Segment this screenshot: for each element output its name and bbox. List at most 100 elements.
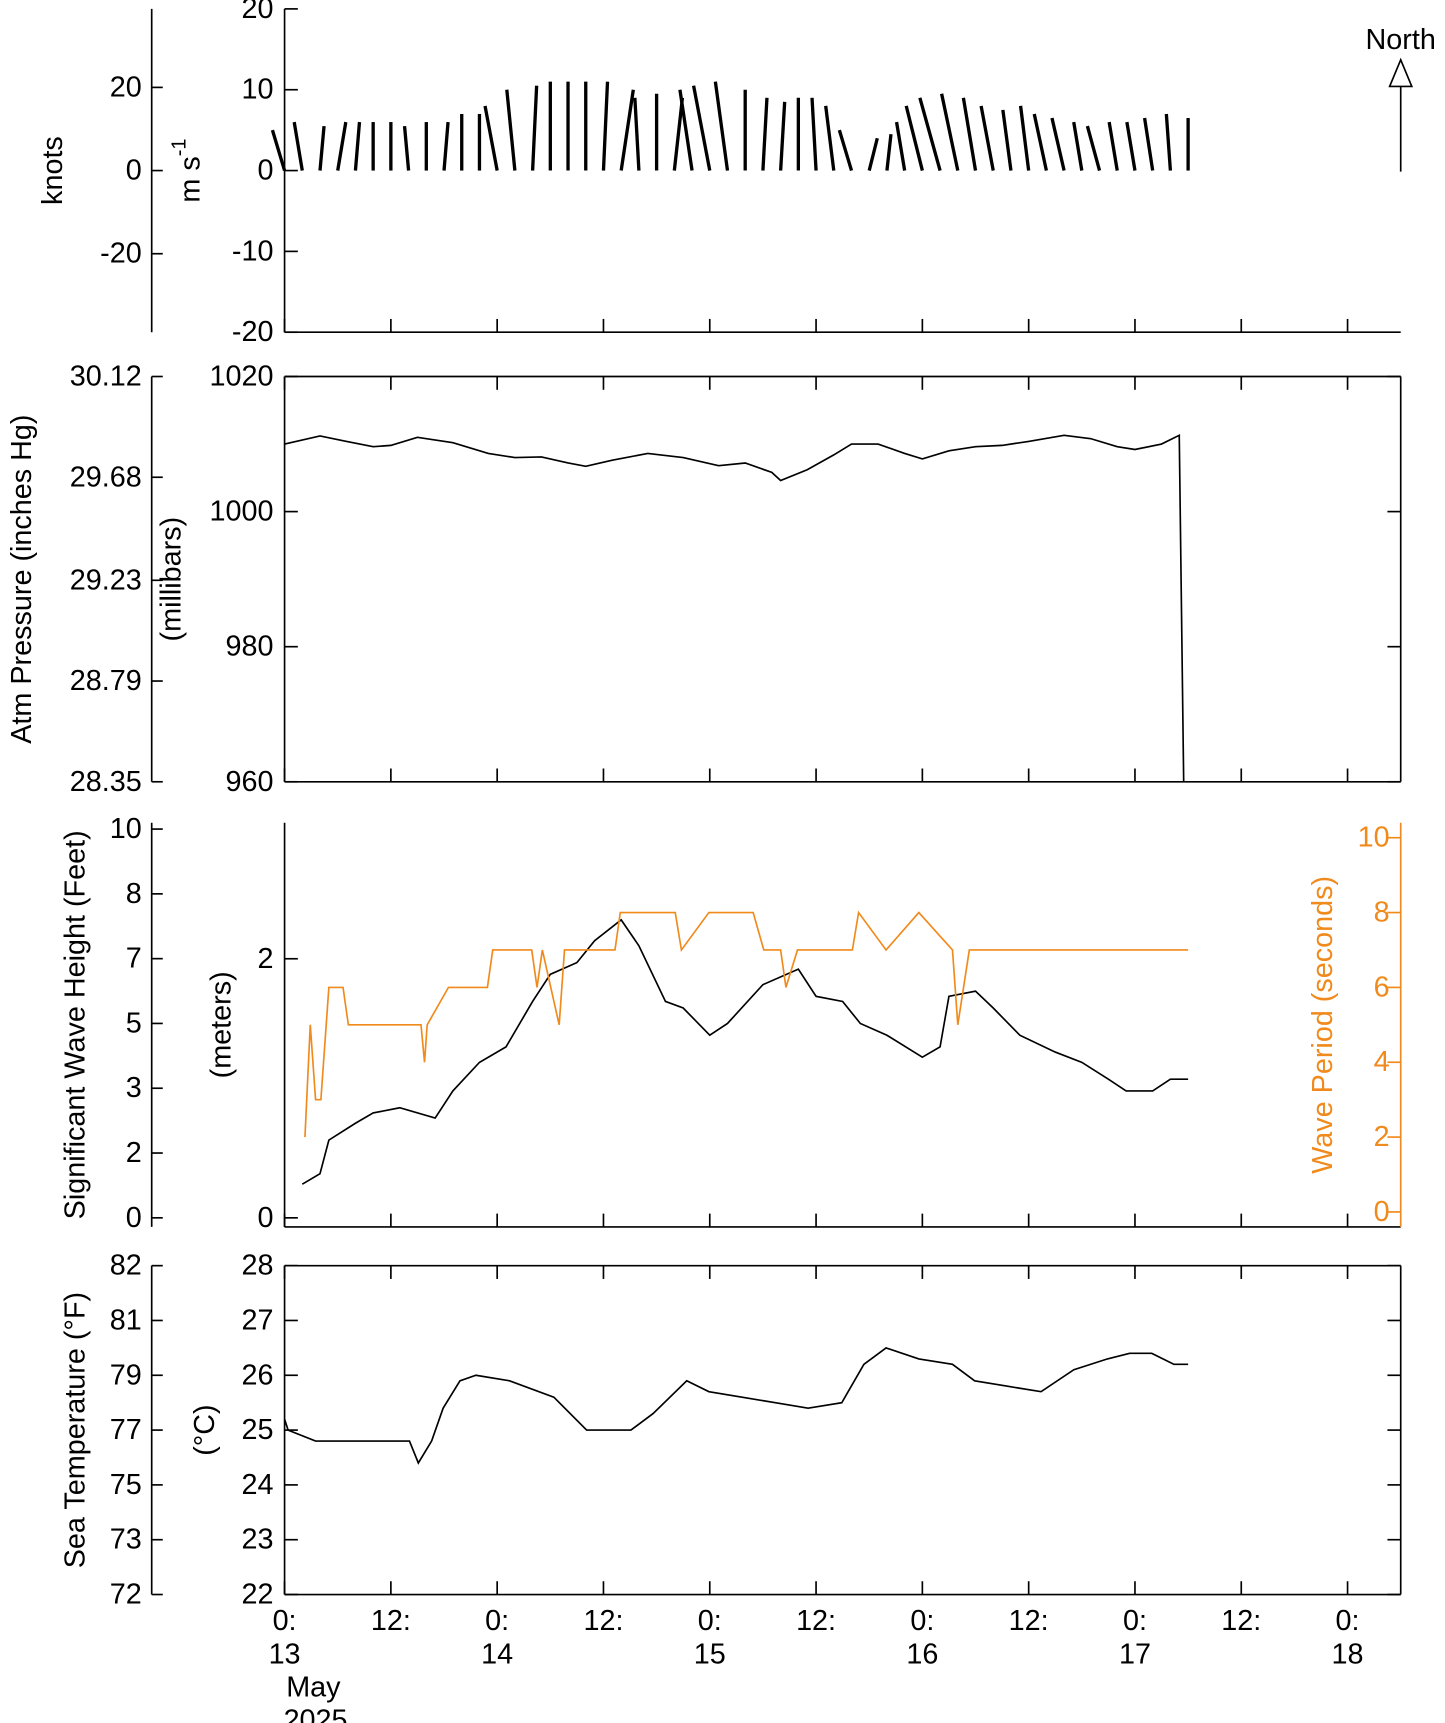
wind-stick	[1164, 113, 1173, 171]
y2-tick-label: 81	[110, 1304, 142, 1336]
y3-tick-label: 6	[1374, 971, 1390, 1003]
y-tick-label: 1020	[209, 361, 273, 393]
date-label: 17	[1119, 1638, 1151, 1670]
y2-tick-label: 3	[126, 1072, 142, 1104]
axis-title: (millibars)	[156, 517, 188, 642]
y2-tick-label: 28.35	[70, 766, 142, 798]
x-tick-label: 12:	[371, 1605, 411, 1637]
wind-stick	[1107, 121, 1119, 171]
wind-stick	[824, 105, 836, 171]
x-tick-label: 0:	[485, 1605, 509, 1637]
wind-stick	[810, 97, 818, 171]
date-label: 13	[269, 1638, 301, 1670]
y-tick-label: 980	[225, 631, 273, 663]
wind-stick	[633, 97, 641, 171]
wind-stick	[961, 97, 978, 171]
y2-tick-label: 0	[126, 1202, 142, 1234]
month-label: May	[286, 1672, 341, 1704]
wind-stick	[940, 93, 960, 171]
wind-stick	[1001, 109, 1013, 171]
date-label: 18	[1332, 1638, 1364, 1670]
y-tick-label: 20	[241, 0, 273, 25]
date-label: 14	[481, 1638, 513, 1670]
y2-tick-label: 5	[126, 1007, 142, 1039]
wind-stick	[867, 137, 879, 171]
date-label: 16	[906, 1638, 938, 1670]
y-tick-label: 0	[257, 1202, 273, 1234]
x-tick-label: 0:	[910, 1605, 934, 1637]
axis-title: Atm Pressure (inches Hg)	[6, 414, 38, 743]
y-tick-label: 2	[257, 943, 273, 975]
y2-tick-label: 73	[110, 1524, 142, 1556]
wind-stick	[619, 89, 635, 171]
y-tick-label: 23	[241, 1524, 273, 1556]
data-line	[304, 910, 1189, 1138]
wind-stick	[904, 105, 924, 171]
wind-stick	[1085, 125, 1102, 171]
x-tick-label: 0:	[1123, 1605, 1147, 1637]
north-label: North	[1366, 24, 1436, 56]
y2-tick-label: 0	[126, 155, 142, 187]
north-arrow-head	[1388, 57, 1414, 88]
y2-tick-label: 30.12	[70, 361, 142, 393]
wind-stick	[672, 97, 685, 171]
y3-tick-label: 10	[1358, 822, 1390, 854]
axis-title: Sea Temperature (°F)	[59, 1292, 91, 1568]
wind-stick	[1125, 121, 1137, 171]
y2-tick-label: 20	[110, 71, 142, 103]
y-tick-label: 25	[241, 1414, 273, 1446]
wind-stick	[505, 89, 517, 171]
y2-tick-label: 29.68	[70, 461, 142, 493]
x-tick-label: 12:	[796, 1605, 836, 1637]
x-tick-label: 12:	[1009, 1605, 1049, 1637]
wind-stick	[713, 81, 730, 171]
wind-stick	[1018, 105, 1031, 171]
y2-tick-label: 29.23	[70, 564, 142, 596]
wind-stick	[1032, 113, 1049, 171]
wind-stick	[761, 97, 769, 171]
wind-stick	[918, 97, 942, 172]
axis-title: (°C)	[189, 1404, 221, 1455]
axis-title-sup: -1	[168, 139, 190, 157]
y-tick-label: 27	[241, 1304, 273, 1336]
wind-stick	[292, 121, 304, 171]
x-tick-label: 12:	[1221, 1605, 1261, 1637]
wind-stick	[778, 101, 787, 171]
wind-stick	[442, 121, 450, 171]
y2-tick-label: 82	[110, 1250, 142, 1282]
x-tick-label: 0:	[698, 1605, 722, 1637]
data-line	[284, 433, 1185, 782]
wind-stick	[894, 121, 907, 171]
wind-stick	[1050, 117, 1066, 171]
y-tick-label: 960	[225, 766, 273, 798]
y-tick-label: 0	[257, 155, 273, 187]
wind-stick	[353, 121, 362, 171]
y3-tick-label: 0	[1374, 1196, 1390, 1228]
wind-stick	[1142, 117, 1155, 171]
y-tick-label: 1000	[209, 496, 273, 528]
year-label: 2025	[284, 1705, 348, 1723]
wind-stick	[1072, 121, 1084, 171]
x-tick-label: 12:	[583, 1605, 623, 1637]
date-label: 15	[694, 1638, 726, 1670]
axis-title: Significant Wave Height (Feet)	[59, 830, 91, 1219]
wind-stick	[678, 89, 694, 171]
x-tick-label: 0:	[273, 1605, 297, 1637]
y2-tick-label: 8	[126, 878, 142, 910]
y-tick-label: 28	[241, 1250, 273, 1282]
wind-stick	[318, 125, 326, 171]
axis-title: m s-1	[168, 139, 206, 203]
y-tick-label: -20	[232, 316, 274, 348]
y-tick-label: 24	[241, 1469, 273, 1501]
y-tick-label: 26	[241, 1359, 273, 1391]
x-tick-label: 0:	[1336, 1605, 1360, 1637]
y2-tick-label: 28.79	[70, 665, 142, 697]
wind-stick	[483, 105, 499, 171]
wind-stick	[336, 121, 348, 171]
y2-tick-label: 77	[110, 1414, 142, 1446]
y2-tick-label: -20	[100, 238, 142, 270]
axis-title: Wave Period (seconds)	[1307, 876, 1339, 1174]
axis-title: (meters)	[205, 971, 237, 1078]
y2-tick-label: 2	[126, 1137, 142, 1169]
wind-stick	[885, 133, 893, 171]
